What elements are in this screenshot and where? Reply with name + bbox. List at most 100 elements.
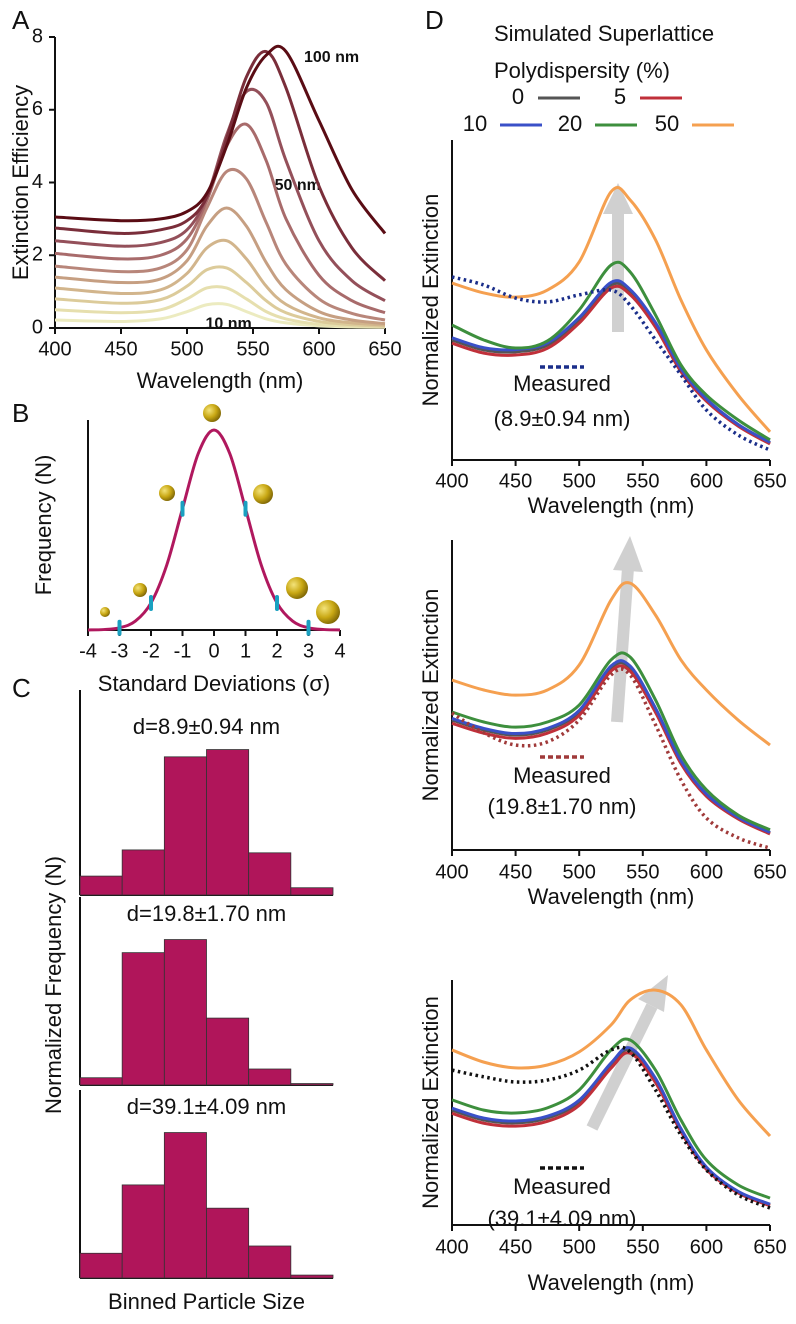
bar — [121, 849, 165, 896]
data-line — [54, 44, 387, 235]
trend-arrows — [586, 183, 668, 1131]
x-tick-label: 400 — [38, 338, 71, 360]
chart-title: d=19.8±1.70 nm — [127, 901, 286, 926]
particle — [133, 583, 147, 597]
x-tick-label: 450 — [499, 470, 532, 492]
x-tick-label: 550 — [626, 861, 659, 883]
bar — [290, 887, 334, 896]
arrow-shaft — [586, 1003, 658, 1131]
chart-title: d=39.1±4.09 nm — [127, 1094, 286, 1119]
x-tick-label: 650 — [753, 470, 786, 492]
x-tick-label: -3 — [111, 640, 129, 662]
x-tick-label: 1 — [240, 640, 251, 662]
curve-label: 100 nm — [304, 49, 359, 66]
data-line — [451, 284, 771, 446]
data-line — [451, 260, 771, 442]
bar — [79, 875, 123, 896]
x-tick-label: 4 — [334, 640, 345, 662]
legend-label: Measured — [513, 1174, 611, 1199]
x-axis-label: Binned Particle Size — [108, 1289, 305, 1314]
x-tick-label: 600 — [302, 338, 335, 360]
x-tick-label: 500 — [563, 1236, 596, 1258]
curve-label: 10 nm — [205, 316, 251, 333]
data-line — [451, 1037, 771, 1200]
particle — [286, 577, 308, 599]
bar — [121, 1184, 165, 1279]
bar — [206, 1207, 250, 1279]
bar — [163, 756, 207, 896]
y-axis-label: Frequency (N) — [31, 455, 56, 596]
arrow-head — [603, 183, 633, 214]
x-tick-label: 550 — [626, 1236, 659, 1258]
legend-label: 10 — [463, 111, 487, 136]
bar — [206, 749, 250, 896]
bar — [79, 1077, 123, 1086]
panel-label: A — [12, 5, 30, 35]
legend-label: 20 — [558, 111, 582, 136]
x-tick-label: -4 — [79, 640, 97, 662]
panel-label: B — [12, 398, 29, 428]
bar — [121, 952, 165, 1086]
y-tick-label: 4 — [32, 171, 43, 193]
y-tick-label: 0 — [32, 316, 43, 338]
bar — [290, 1083, 334, 1086]
bar — [163, 1132, 207, 1279]
y-axis-label: Normalized Frequency (N) — [41, 856, 66, 1114]
particle — [253, 484, 273, 504]
x-tick-label: 400 — [435, 470, 468, 492]
x-tick-label: 500 — [563, 470, 596, 492]
legend-detail: (8.9±0.94 nm) — [494, 406, 631, 431]
data-line — [451, 659, 771, 834]
chart-title: d=8.9±0.94 nm — [133, 714, 280, 739]
particle — [100, 607, 110, 617]
x-axis-label: Wavelength (nm) — [528, 1270, 695, 1295]
particle — [203, 404, 221, 422]
data-line — [451, 651, 771, 832]
x-tick-label: 650 — [753, 861, 786, 883]
data-line — [54, 87, 386, 303]
data-line — [451, 186, 772, 433]
data-line — [451, 275, 771, 452]
data-line — [54, 50, 387, 282]
x-tick-label: 550 — [236, 338, 269, 360]
x-tick-label: 450 — [104, 338, 137, 360]
y-tick-label: 2 — [32, 244, 43, 266]
y-axis-label: Normalized Extinction — [418, 194, 443, 407]
x-tick-label: 500 — [170, 338, 203, 360]
x-tick-label: -1 — [174, 640, 192, 662]
x-tick-label: 500 — [563, 861, 596, 883]
legend-label: 50 — [655, 111, 679, 136]
y-tick-label: 6 — [32, 98, 43, 120]
legend-detail: (19.8±1.70 nm) — [487, 794, 636, 819]
panel-label: C — [12, 673, 31, 703]
arrow-head — [638, 975, 668, 1012]
data-line — [451, 664, 771, 836]
x-tick-label: 450 — [499, 1236, 532, 1258]
legend-title: Polydispersity (%) — [494, 58, 670, 83]
bar — [163, 939, 207, 1086]
data-line — [451, 667, 771, 850]
legend-label: 5 — [614, 84, 626, 109]
particle-illustrations — [100, 404, 340, 624]
data-line — [451, 279, 771, 444]
legend-detail: (39.1±4.09 nm) — [487, 1206, 636, 1231]
x-tick-label: 400 — [435, 861, 468, 883]
x-tick-label: 650 — [753, 1236, 786, 1258]
x-tick-label: 550 — [626, 470, 659, 492]
data-line — [54, 122, 386, 315]
arrow-shaft — [611, 567, 634, 723]
data-line — [54, 167, 386, 322]
curve-label: 50 nm — [275, 177, 321, 194]
y-axis-label: Extinction Efficiency — [8, 85, 33, 280]
data-line — [451, 1046, 771, 1206]
bar — [248, 852, 292, 896]
bar — [79, 1252, 123, 1279]
data-line — [54, 238, 386, 327]
x-tick-label: 600 — [690, 470, 723, 492]
y-axis-label: Normalized Extinction — [418, 996, 443, 1209]
x-tick-label: 450 — [499, 861, 532, 883]
particle — [316, 600, 340, 624]
x-tick-label: 0 — [208, 640, 219, 662]
